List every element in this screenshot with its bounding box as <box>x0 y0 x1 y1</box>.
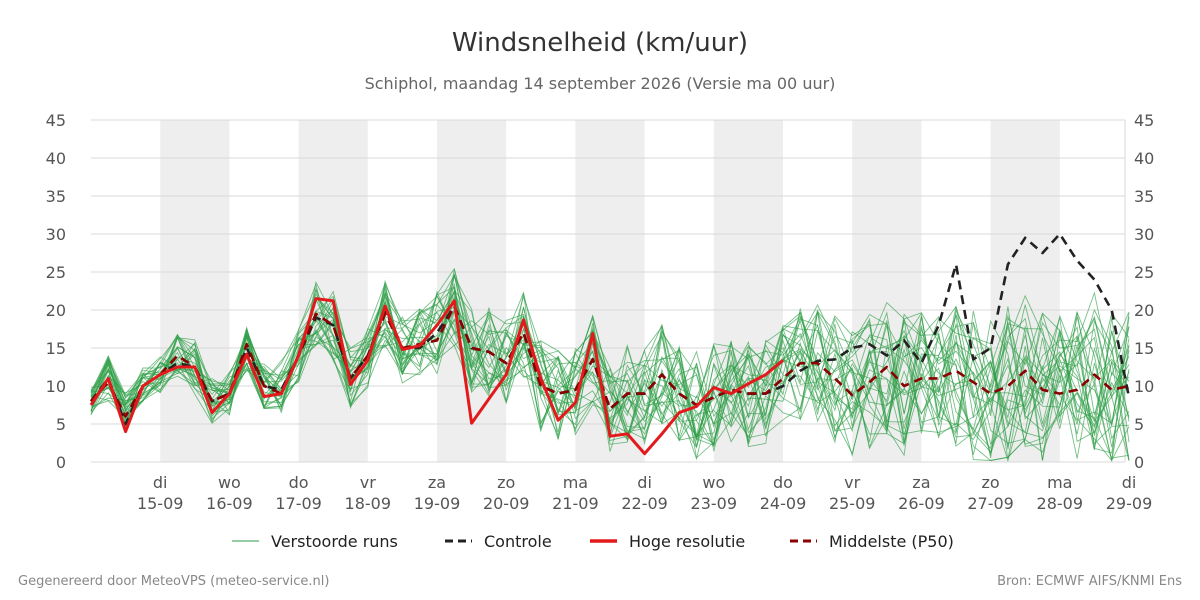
ensemble-member-line <box>90 289 1130 461</box>
legend-label: Middelste (P50) <box>829 532 954 551</box>
y-tick-label-left: 25 <box>46 263 66 282</box>
x-tick-day: za <box>912 473 930 492</box>
ensemble-member-line <box>90 274 1130 461</box>
ensemble-member-line <box>90 286 1130 453</box>
x-tick-day: do <box>289 473 309 492</box>
shaded-band <box>437 120 507 462</box>
y-tick-label-right: 5 <box>1134 415 1144 434</box>
y-tick-label-right: 15 <box>1134 339 1154 358</box>
y-axis-left: 0 5 10 15 20 25 30 35 40 45 <box>46 111 66 472</box>
chart-subtitle: Schiphol, maandag 14 september 2026 (Ver… <box>365 74 836 93</box>
x-tick-date: 22-09 <box>621 494 668 513</box>
legend-label: Hoge resolutie <box>629 532 745 551</box>
y-tick-label-right: 45 <box>1134 111 1154 130</box>
x-tick-date: 23-09 <box>691 494 738 513</box>
y-tick-label-left: 15 <box>46 339 66 358</box>
y-tick-label-left: 10 <box>46 377 66 396</box>
x-tick-date: 15-09 <box>137 494 184 513</box>
y-tick-label-left: 35 <box>46 187 66 206</box>
main-series <box>89 232 1131 456</box>
x-tick-day: zo <box>497 473 515 492</box>
y-tick-label-left: 5 <box>56 415 66 434</box>
y-tick-label-left: 30 <box>46 225 66 244</box>
y-tick-label-left: 20 <box>46 301 66 320</box>
y-tick-label-right: 40 <box>1134 149 1154 168</box>
x-tick-day: za <box>428 473 446 492</box>
y-tick-label-right: 30 <box>1134 225 1154 244</box>
ensemble-member-line <box>90 293 1130 447</box>
y-axis-right: 0 5 10 15 20 25 30 35 40 45 <box>1134 111 1154 472</box>
x-tick-day: di <box>153 473 168 492</box>
x-axis: di 15-09 wo 16-09 do 17-09 vr 18-09 za 19-09 zo 20-… <box>137 473 1152 513</box>
x-tick-day: wo <box>218 473 241 492</box>
x-tick-date: 20-09 <box>483 494 530 513</box>
ensemble-member-line <box>90 282 1130 448</box>
series-line-hoge-resolutie <box>89 297 784 456</box>
y-tick-label-left: 40 <box>46 149 66 168</box>
legend-label: Verstoorde runs <box>271 532 398 551</box>
x-tick-day: ma <box>563 473 588 492</box>
x-tick-date: 16-09 <box>206 494 253 513</box>
x-tick-date: 26-09 <box>898 494 945 513</box>
x-tick-date: 28-09 <box>1037 494 1084 513</box>
y-tick-label-left: 0 <box>56 453 66 472</box>
ensemble-member-line <box>90 280 1130 461</box>
x-tick-date: 29-09 <box>1106 494 1153 513</box>
x-tick-day: vr <box>360 473 376 492</box>
ensemble-member-line <box>90 295 1130 459</box>
ensemble-member-line <box>90 281 1130 459</box>
y-tick-label-right: 35 <box>1134 187 1154 206</box>
x-tick-day: di <box>637 473 652 492</box>
x-tick-day: do <box>773 473 793 492</box>
x-tick-date: 19-09 <box>414 494 461 513</box>
x-tick-day: ma <box>1047 473 1072 492</box>
legend-label: Controle <box>484 532 552 551</box>
y-tick-label-right: 0 <box>1134 453 1144 472</box>
x-tick-date: 25-09 <box>829 494 876 513</box>
y-tick-label-right: 20 <box>1134 301 1154 320</box>
x-tick-day: zo <box>982 473 1000 492</box>
x-tick-day: vr <box>844 473 860 492</box>
footer-credit: Gegenereerd door MeteoVPS (meteo-service… <box>18 574 329 589</box>
x-tick-date: 24-09 <box>760 494 807 513</box>
x-tick-date: 17-09 <box>275 494 322 513</box>
legend: Verstoorde runs Controle Hoge resolutie Mid… <box>232 532 954 551</box>
footer-source: Bron: ECMWF AIFS/KNMI Ens <box>997 574 1182 589</box>
x-tick-date: 27-09 <box>967 494 1014 513</box>
y-tick-label-left: 45 <box>46 111 66 130</box>
chart-title: Windsnelheid (km/uur) <box>452 28 748 58</box>
y-tick-label-right: 25 <box>1134 263 1154 282</box>
series-line-middelste-p50 <box>90 304 1130 418</box>
x-tick-day: di <box>1122 473 1137 492</box>
x-tick-date: 18-09 <box>345 494 392 513</box>
x-tick-day: wo <box>702 473 725 492</box>
x-tick-date: 21-09 <box>552 494 599 513</box>
ensemble-member-line <box>90 274 1130 449</box>
y-tick-label-right: 10 <box>1134 377 1154 396</box>
